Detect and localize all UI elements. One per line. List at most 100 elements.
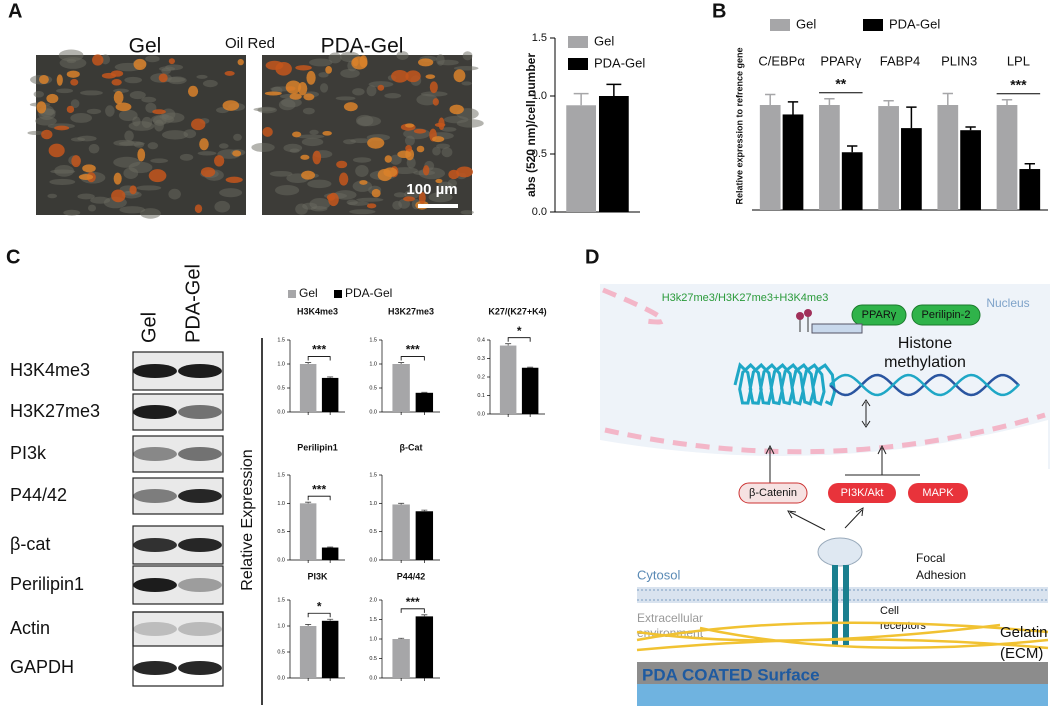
- error-bar: [1001, 99, 1013, 105]
- lipid: [391, 70, 409, 83]
- error-bar: [505, 343, 512, 346]
- cell: [77, 193, 95, 200]
- cell: [140, 208, 161, 219]
- significance: *: [317, 599, 322, 613]
- cell: [281, 97, 302, 108]
- lipid: [200, 167, 216, 178]
- label: PDA COATED Surface: [642, 665, 820, 684]
- chromatin: [733, 362, 837, 407]
- cell: [70, 113, 93, 123]
- image-title: PDA-Gel: [321, 35, 404, 58]
- bar: [759, 105, 781, 210]
- cell: [355, 114, 374, 127]
- cell: [119, 206, 146, 214]
- cell: [129, 91, 146, 100]
- blot-band: [178, 405, 222, 419]
- significance-line: [400, 608, 425, 613]
- cell: [428, 192, 453, 203]
- bar: [841, 152, 863, 210]
- bar: [321, 620, 339, 678]
- lipid: [41, 129, 53, 140]
- blot-band: [133, 578, 177, 592]
- lipid: [435, 178, 443, 184]
- cell: [456, 119, 484, 128]
- cell: [219, 188, 243, 198]
- cell: [161, 130, 189, 140]
- lipid: [336, 160, 348, 169]
- lipid: [36, 101, 47, 114]
- lipid: [113, 172, 122, 185]
- significance-line: [307, 612, 331, 618]
- cell: [136, 185, 162, 191]
- category-label: LPL: [1007, 53, 1030, 68]
- lipid: [456, 166, 474, 178]
- y-tick-label: 0.5: [277, 529, 285, 535]
- mini-title: β-Cat: [400, 442, 423, 452]
- lipid: [232, 150, 242, 157]
- lipid: [46, 93, 59, 104]
- lipid: [158, 73, 168, 83]
- lipid: [187, 85, 199, 97]
- lipid: [289, 93, 302, 100]
- error-bar: [883, 100, 894, 107]
- y-tick-label: 0.4: [477, 337, 485, 343]
- lipid: [101, 72, 117, 79]
- lipid: [405, 70, 421, 83]
- bar: [415, 392, 434, 412]
- lipid: [422, 165, 430, 176]
- y-tick-label: 1.5: [277, 472, 285, 478]
- blot-band: [133, 538, 177, 552]
- cell: [420, 91, 448, 97]
- lipid: [359, 55, 368, 68]
- label: Perilipin-2: [922, 309, 971, 321]
- lipid: [129, 185, 137, 195]
- cell: [86, 108, 102, 115]
- y-tick-label: 0.5: [532, 148, 547, 160]
- cell: [366, 85, 377, 97]
- methyl: [796, 312, 804, 320]
- lipid: [111, 189, 126, 203]
- bar: [299, 364, 317, 412]
- y-tick-label: 0.0: [477, 411, 485, 417]
- y-tick-label: 1.5: [532, 32, 547, 44]
- cell: [274, 185, 300, 196]
- lipid: [275, 61, 292, 76]
- cell: [179, 153, 194, 161]
- y-axis-label: abs (520 nm)/cell number: [524, 53, 538, 197]
- y-tick-label: 1.0: [277, 361, 285, 367]
- bar: [299, 503, 317, 560]
- category-label: FABP4: [880, 53, 920, 68]
- category-label: C/EBPα: [758, 53, 805, 68]
- cell: [113, 156, 141, 168]
- cell: [355, 165, 369, 177]
- error-bar: [305, 362, 312, 364]
- cell: [202, 79, 218, 88]
- cell: [118, 141, 145, 146]
- lipid: [453, 69, 466, 83]
- bar: [937, 105, 959, 210]
- cell: [356, 197, 384, 202]
- error-bar: [942, 92, 953, 105]
- legend-swatch: [288, 290, 296, 298]
- cell: [328, 52, 342, 64]
- error-bar: [398, 502, 405, 505]
- mini-title: K27/(K27+K4): [488, 306, 546, 316]
- lipid: [371, 188, 381, 198]
- lipid: [300, 154, 310, 160]
- cell: [141, 96, 157, 103]
- pathway-pill: [738, 482, 808, 504]
- cell: [347, 201, 370, 206]
- y-tick-label: 0.0: [369, 557, 377, 563]
- lane-label: PDA-Gel: [182, 264, 204, 343]
- cell: [88, 143, 100, 154]
- y-tick-label: 1.0: [369, 361, 377, 367]
- error-bar: [527, 366, 534, 368]
- error-bar: [398, 637, 405, 639]
- y-tick-label: 0.5: [369, 529, 377, 535]
- lipid: [359, 180, 368, 185]
- blot-label: P44/42: [10, 485, 67, 505]
- cell: [318, 72, 329, 78]
- arrow: [845, 444, 920, 476]
- y-tick-label: 1.0: [369, 501, 377, 507]
- y-tick-label: 0.0: [277, 675, 285, 681]
